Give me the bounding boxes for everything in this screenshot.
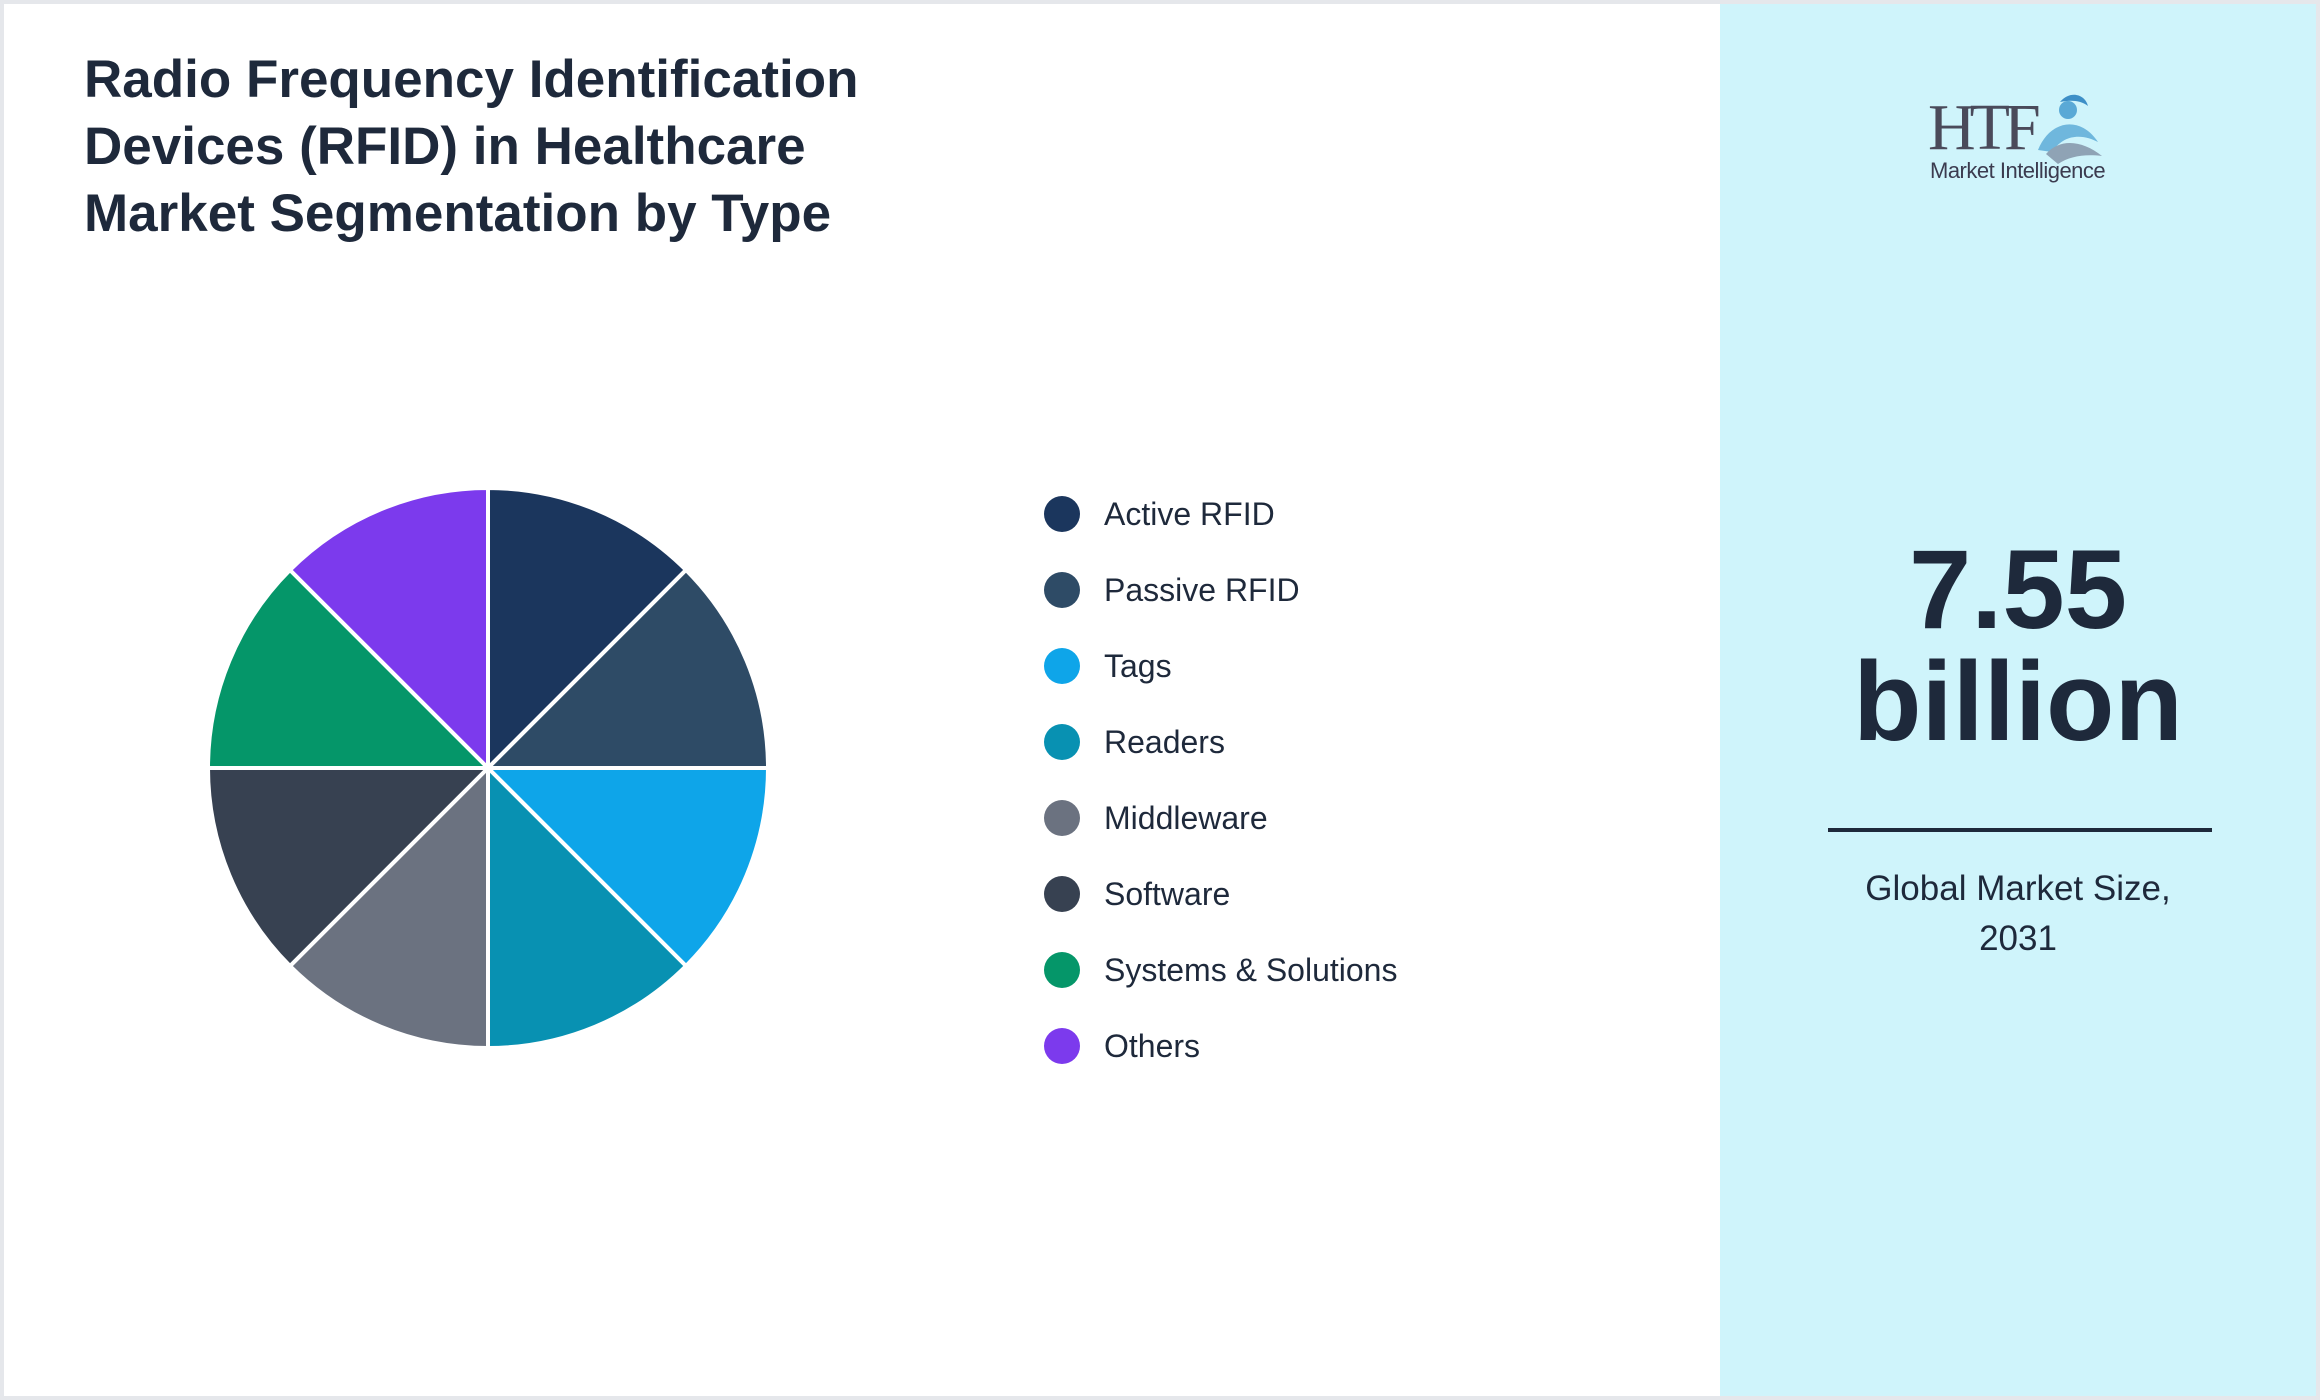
legend-item-readers[interactable]: Readers [1044,704,1604,780]
pie-slice-software[interactable] [205,766,493,969]
legend-item-systems-solutions[interactable]: Systems & Solutions [1044,932,1604,1008]
legend-item-tags[interactable]: Tags [1044,628,1604,704]
pie-slice-others[interactable] [287,485,490,773]
logo-mark: HTF [1928,91,2041,164]
legend-label: Others [1104,1027,1201,1064]
logo-graphic [2038,94,2102,164]
legend-item-middleware[interactable]: Middleware [1044,780,1604,856]
legend-swatch [1044,496,1080,532]
legend-swatch [1044,572,1080,608]
caption-line-1: Global Market Size, [1865,869,2171,908]
legend-swatch [1044,876,1080,912]
caption-line-2: 2031 [1979,919,2057,958]
legend-item-active-rfid[interactable]: Active RFID [1044,476,1604,552]
pie-slice-systems-solutions[interactable] [205,567,493,770]
legend-label: Systems & Solutions [1104,951,1398,988]
legend-swatch [1044,648,1080,684]
chart-panel: Radio Frequency Identification Devices (… [4,4,1720,1396]
legend-swatch [1044,952,1080,988]
htf-logo: HTF Market Intelligence [1920,80,2110,190]
legend-label: Middleware [1104,799,1268,836]
legend-label: Readers [1104,723,1225,760]
legend-label: Active RFID [1104,495,1275,532]
legend-item-others[interactable]: Others [1044,1008,1604,1084]
legend-label: Passive RFID [1104,571,1300,608]
pie-slice-tags[interactable] [483,766,771,969]
chart-title: Radio Frequency Identification Devices (… [84,50,859,243]
summary-panel: HTF Market Intelligence 7.55 billion Glo… [1720,4,2316,1396]
pie-slice-middleware[interactable] [287,763,490,1051]
market-size-caption: Global Market Size, 2031 [1720,864,2316,964]
pie-slice-readers[interactable] [486,763,689,1051]
pie-chart [204,484,772,1052]
market-size-unit: billion [1853,639,2183,764]
legend-item-passive-rfid[interactable]: Passive RFID [1044,552,1604,628]
pie-slice-active-rfid[interactable] [486,485,689,773]
legend-swatch [1044,724,1080,760]
chart-legend: Active RFID Passive RFID Tags Readers Middle… [1044,476,1604,1084]
legend-swatch [1044,800,1080,836]
pie-slice-passive-rfid[interactable] [483,567,771,770]
legend-label: Software [1104,875,1231,912]
market-size-number: 7.55 [1909,527,2127,652]
market-size-value: 7.55 billion [1720,534,2316,758]
legend-item-software[interactable]: Software [1044,856,1604,932]
pie-chart-svg [205,485,771,1051]
legend-label: Tags [1104,647,1172,684]
legend-swatch [1044,1028,1080,1064]
divider [1828,828,2212,832]
logo-text: Market Intelligence [1930,158,2106,183]
